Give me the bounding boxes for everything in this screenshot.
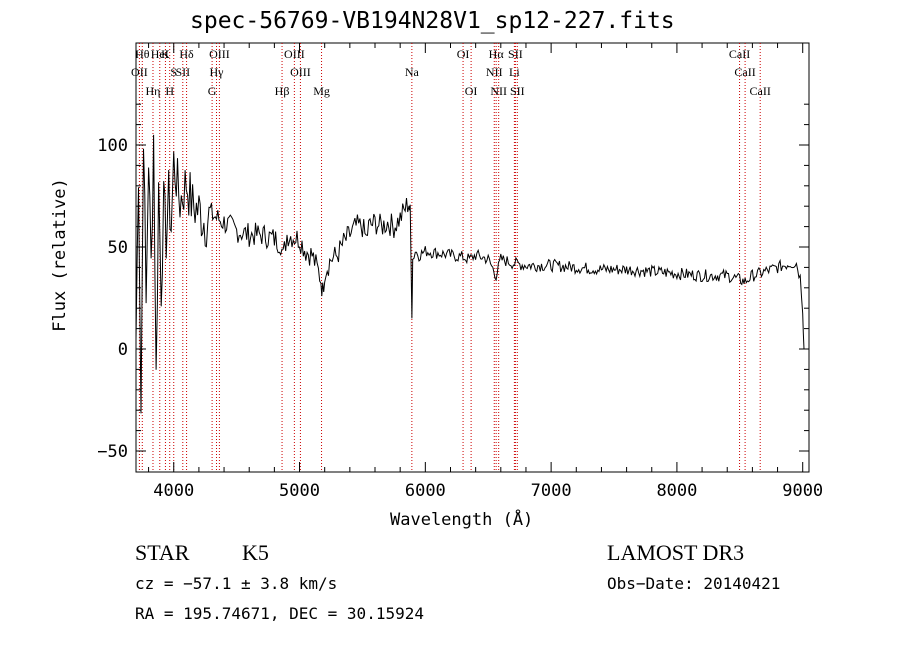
coordinates-readout: RA = 195.74671, DEC = 30.15924 xyxy=(135,604,424,623)
marker-label: Hγ xyxy=(210,65,225,79)
x-axis-label: Wavelength (Å) xyxy=(390,510,534,530)
marker-label: CaII xyxy=(750,84,771,98)
y-tick-label: 0 xyxy=(118,340,128,360)
marker-label: NII xyxy=(490,84,507,98)
marker-label: Mg xyxy=(313,84,330,98)
marker-label: Li xyxy=(509,65,520,79)
marker-label: SII xyxy=(508,47,523,61)
x-tick-label: 8000 xyxy=(656,481,697,501)
marker-label: OII xyxy=(131,65,148,79)
x-tick-label: 6000 xyxy=(405,481,446,501)
x-tick-label: 9000 xyxy=(782,481,823,501)
y-tick-label: −50 xyxy=(97,442,128,462)
marker-label: CaII xyxy=(729,47,750,61)
marker-label: SII xyxy=(175,65,190,79)
marker-label: HeI xyxy=(151,47,169,61)
marker-label: OIII xyxy=(290,65,311,79)
survey-name: LAMOST DR3 xyxy=(607,540,745,565)
marker-label: Hα xyxy=(489,47,505,61)
marker-label: Hη xyxy=(146,84,161,98)
marker-label: Hδ xyxy=(179,47,194,61)
plot-frame xyxy=(135,42,810,473)
y-tick-label: 50 xyxy=(108,238,128,258)
marker-label: NII xyxy=(486,65,503,79)
spectral-class: K5 xyxy=(242,540,269,565)
marker-label: H xyxy=(165,84,174,98)
marker-label: OIII xyxy=(284,47,305,61)
marker-label: G xyxy=(208,84,217,98)
marker-label: OIII xyxy=(209,47,230,61)
marker-label: CaII xyxy=(734,65,755,79)
y-tick-label: 100 xyxy=(97,136,128,156)
marker-label: SII xyxy=(510,84,525,98)
x-tick-label: 7000 xyxy=(531,481,572,501)
redshift-readout: cz = −57.1 ± 3.8 km/s xyxy=(135,574,338,593)
marker-label: S xyxy=(170,65,177,79)
x-tick-label: 4000 xyxy=(153,481,194,501)
marker-label: Hβ xyxy=(275,84,290,98)
emission-line-markers xyxy=(138,43,761,472)
y-axis-label: Flux (relative) xyxy=(50,178,70,332)
tick-labels: 4000 5000 6000 7000 8000 9000 −50 0 50 100 xyxy=(97,136,823,501)
marker-label: OI xyxy=(465,84,478,98)
object-type: STAR xyxy=(135,540,190,565)
observation-date: Obs−Date: 20140421 xyxy=(607,574,781,593)
x-tick-label: 5000 xyxy=(279,481,320,501)
spectrum-line xyxy=(135,134,805,414)
marker-label: Hθ xyxy=(135,47,150,61)
marker-label: Na xyxy=(405,65,420,79)
marker-label: K xyxy=(161,47,170,61)
chart-title: spec-56769-VB194N28V1_sp12-227.fits xyxy=(190,8,675,34)
marker-label: OI xyxy=(457,47,470,61)
